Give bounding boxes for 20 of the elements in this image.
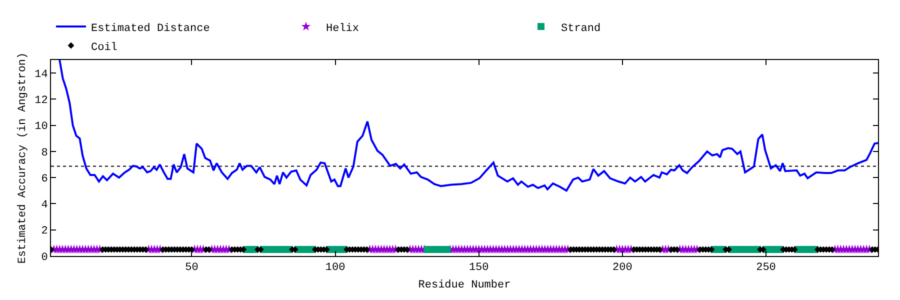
y-tick-label: 8: [41, 147, 48, 160]
y-tick-label: 10: [34, 121, 48, 134]
legend-label: Helix: [326, 22, 360, 35]
legend-label: Estimated Distance: [91, 22, 210, 35]
legend-label: Coil: [91, 42, 118, 54]
x-tick-label: 50: [185, 262, 198, 274]
y-tick-label: 0: [41, 252, 48, 264]
x-tick-label: 100: [325, 262, 346, 274]
y-tick-label: 12: [34, 95, 48, 108]
x-tick-label: 150: [468, 262, 489, 274]
y-tick-label: 14: [34, 68, 48, 81]
x-tick-label: 250: [756, 262, 776, 274]
y-tick-label: 2: [41, 226, 48, 238]
legend-label: Strand: [561, 22, 601, 35]
y-axis-title: Estimated Accuracy (in Angstron): [17, 52, 30, 264]
y-tick-label: 6: [41, 173, 48, 186]
line-series: [58, 60, 878, 192]
y-tick-label: 4: [41, 200, 48, 212]
x-tick-label: 200: [612, 262, 632, 274]
x-axis-title: Residue Number: [418, 279, 511, 292]
